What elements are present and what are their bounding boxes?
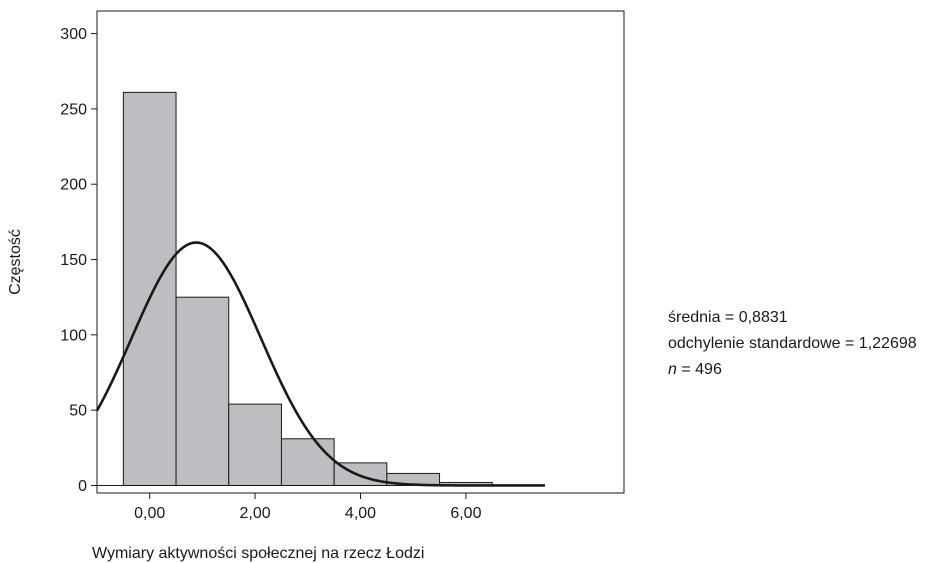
x-tick-label: 2,00 <box>240 505 271 522</box>
y-tick-label: 200 <box>60 177 87 194</box>
y-tick-label: 250 <box>60 101 87 118</box>
sd-text: odchylenie standardowe = 1,22698 <box>668 335 917 352</box>
histogram-bar <box>175 296 230 486</box>
y-axis: 0 50 100 150 200 250 300 <box>60 26 97 495</box>
x-tick-label: 0,00 <box>134 505 165 522</box>
y-tick-label: 150 <box>60 252 87 269</box>
x-axis-title: Wymiary aktywności społecznej na rzecz Ł… <box>92 545 424 562</box>
y-tick-label: 100 <box>60 327 87 344</box>
n-symbol: n <box>668 361 677 378</box>
x-axis: 0,00 2,00 4,00 6,00 <box>134 493 482 522</box>
statistics-legend: średnia = 0,8831 odchylenie standardowe … <box>668 305 917 383</box>
x-tick-label: 6,00 <box>450 505 481 522</box>
y-tick-label: 50 <box>69 403 87 420</box>
n-line: n = 496 <box>668 357 917 383</box>
n-text: = 496 <box>676 361 722 378</box>
x-tick-label: 4,00 <box>345 505 376 522</box>
y-tick-label: 0 <box>78 478 87 495</box>
histogram-bar <box>122 91 177 486</box>
mean-text: średnia = 0,8831 <box>668 309 788 326</box>
histogram-bars <box>122 91 493 486</box>
histogram-bar <box>280 438 335 486</box>
histogram-bar <box>228 403 282 486</box>
y-tick-label: 300 <box>60 26 87 43</box>
y-axis-title: Częstość <box>7 229 24 295</box>
